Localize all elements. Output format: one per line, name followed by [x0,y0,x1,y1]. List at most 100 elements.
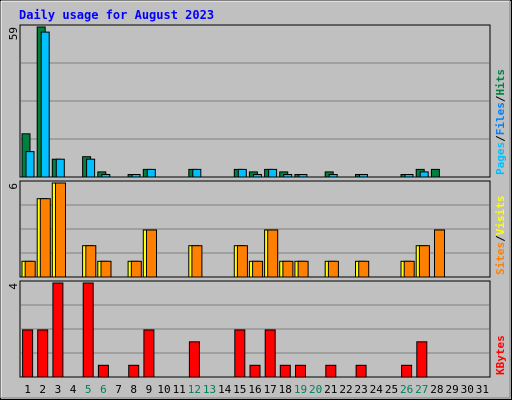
bar-files-day-16 [252,174,262,178]
bar-kbytes-day-19 [295,364,306,378]
legend-separator: / [494,135,507,142]
bar-files-day-19 [298,174,308,178]
legend-item-sites: Sites [494,242,507,275]
x-tick-label: 29 [445,383,458,396]
bar-sites-day-2 [39,198,51,278]
x-axis-day-labels: 1 2 3 4 5 6 7 8 9 10 11 12 13 14 15 16 17 18 19 20 21 22 23 24 2… [24,383,489,396]
legend-item-kbytes: KBytes [494,335,507,375]
bar-files-day-15 [237,168,247,178]
bar-sites-day-19 [297,260,309,278]
x-tick-label: 4 [70,383,77,396]
x-tick-label: 19 [294,383,307,396]
x-tick-label: 18 [279,383,292,396]
x-tick-label: 22 [339,383,352,396]
bar-sites-day-5 [85,245,97,278]
bar-files-day-27 [419,171,429,178]
bar-kbytes-day-15 [234,329,246,378]
y-max-label: 4 [7,283,20,290]
bar-sites-day-26 [403,260,415,278]
x-tick-label: 21 [324,383,337,396]
bar-files-day-5 [86,158,96,178]
bar-kbytes-day-16 [249,364,261,378]
bar-kbytes-day-6 [97,364,109,378]
bar-kbytes-day-9 [143,329,155,378]
bar-sites-day-23 [358,260,370,278]
bar-sites-day-15 [236,245,248,278]
bar-sites-day-6 [100,260,112,278]
x-tick-label: 28 [430,383,443,396]
x-tick-label: 26 [400,383,413,396]
x-tick-label: 11 [173,383,186,396]
x-tick-label: 31 [476,383,489,396]
bar-kbytes-day-27 [416,341,428,378]
bar-sites-day-1 [24,260,36,278]
bar-files-day-21 [328,174,338,178]
bar-files-day-26 [404,174,414,178]
x-tick-label: 27 [415,383,428,396]
chart-title: Daily usage for August 2023 [19,8,214,22]
x-tick-label: 14 [218,383,232,396]
bar-files-day-6 [101,174,111,178]
y-max-label: 59 [7,27,20,40]
bar-sites-day-17 [267,229,279,278]
legend-top: Pages/Files/Hits [494,69,507,175]
bar-kbytes-day-18 [279,364,291,378]
x-tick-label: 7 [115,383,122,396]
legend-item-hits: Hits [494,69,507,96]
x-tick-label: 17 [264,383,277,396]
bar-kbytes-day-23 [355,364,367,378]
bar-files-day-12 [192,168,202,178]
bar-kbytes-day-1 [22,329,34,378]
bar-kbytes-day-26 [401,364,413,378]
bar-kbytes-day-2 [37,329,49,378]
bar-files-day-3 [55,158,65,178]
legend-middle: Sites/Visits [494,196,507,276]
legend-bottom: KBytes [494,335,507,375]
x-tick-label: 3 [55,383,62,396]
x-tick-label: 5 [85,383,92,396]
x-tick-label: 24 [370,383,384,396]
legend-item-files: Files [494,102,507,135]
bar-kbytes-day-5 [82,282,94,378]
bar-sites-day-27 [418,245,430,278]
bar-kbytes-day-3 [52,282,64,378]
chart-panel-bottom: 4 [7,280,491,378]
chart-panels: 59 6 4 [7,24,491,378]
x-tick-label: 2 [39,383,46,396]
x-tick-label: 13 [203,383,216,396]
bar-files-day-2 [40,31,50,178]
bar-kbytes-day-8 [128,364,140,378]
x-tick-label: 16 [248,383,261,396]
bar-files-day-17 [268,168,278,178]
bar-files-day-23 [359,174,368,178]
legend-separator: / [494,95,507,102]
bar-files-day-8 [131,174,141,178]
bar-files-day-9 [146,168,156,178]
bar-kbytes-day-17 [264,329,276,378]
x-tick-label: 10 [157,383,170,396]
x-tick-label: 23 [354,383,367,396]
y-max-label: 6 [7,183,20,190]
legend-item-pages: Pages [494,142,507,175]
chart-panel-top: 59 [7,24,491,178]
x-tick-label: 30 [461,383,474,396]
bar-sites-day-8 [130,260,142,278]
legend-separator: / [494,235,507,242]
bar-kbytes-day-21 [325,364,337,378]
bar-sites-day-3 [55,182,66,278]
x-tick-label: 8 [130,383,137,396]
x-tick-label: 12 [188,383,201,396]
chart-panel-middle: 6 [7,180,491,278]
bar-kbytes-day-12 [188,341,200,378]
x-tick-label: 6 [100,383,107,396]
x-tick-label: 15 [233,383,246,396]
bar-sites-day-28 [434,229,445,278]
bar-files-day-18 [283,174,293,178]
bar-files-day-1 [25,151,35,178]
bar-sites-day-18 [282,260,294,278]
x-tick-label: 1 [24,383,31,396]
bar-sites-day-9 [146,229,157,278]
